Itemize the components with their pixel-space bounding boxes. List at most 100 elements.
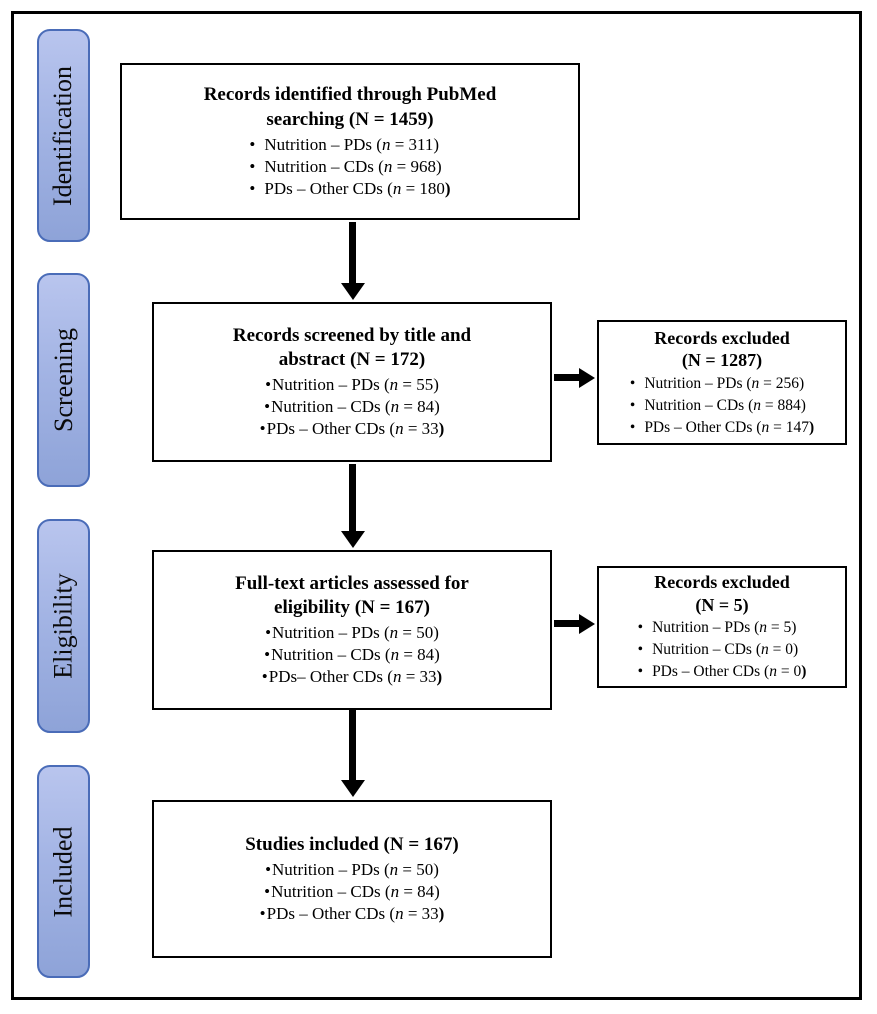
box-fulltext-assessed: Full-text articles assessed for eligibil… — [152, 550, 552, 710]
stage-label-text: Identification — [48, 65, 78, 206]
bullet-marker: • — [265, 623, 272, 643]
bullet-n: n — [390, 397, 400, 417]
bullet-item: •Nutrition – PDs (n = 55) — [260, 374, 445, 396]
box-title: Records identified through PubMed search… — [204, 83, 497, 132]
bullet-value: 256 — [775, 374, 800, 392]
bullet-item: • Nutrition – PDs (n = 256) — [630, 373, 814, 395]
bullet-marker: • — [259, 903, 266, 923]
bullet-n: n — [389, 375, 399, 395]
box-records-screened: Records screened by title and abstract (… — [152, 302, 552, 462]
bullet-close: ) — [438, 419, 445, 439]
stage-label-text: Included — [48, 826, 78, 917]
bullet-eq: = — [399, 397, 418, 417]
arrow-screened-to-excluded — [554, 374, 580, 381]
bullet-close: ) — [444, 178, 451, 198]
bullet-marker: • — [637, 619, 644, 636]
bullet-value: 33 — [421, 903, 439, 923]
bullet-text: PDs– Other CDs ( — [268, 667, 393, 687]
bullet-item: •PDs – Other CDs (n = 33) — [260, 903, 445, 925]
bullet-item: • Nutrition – CDs (n = 0) — [638, 639, 807, 661]
bullet-close: ) — [799, 374, 805, 392]
bullet-list: •Nutrition – PDs (n = 50) •Nutrition – C… — [260, 859, 445, 925]
bullet-text: PDs – Other CDs ( — [266, 419, 396, 439]
bullet-marker: • — [249, 134, 256, 154]
bullet-eq: = — [399, 645, 418, 665]
box-title-line: (N = 1287) — [681, 350, 763, 370]
bullet-eq: = — [403, 903, 422, 923]
bullet-eq: = — [769, 418, 786, 436]
bullet-n: n — [389, 859, 399, 879]
box-title: Full-text articles assessed for eligibil… — [235, 572, 469, 621]
bullet-list: • Nutrition – PDs (n = 256) • Nutrition – … — [630, 373, 814, 439]
bullet-n: n — [395, 903, 404, 923]
bullet-n: n — [389, 623, 399, 643]
bullet-text: Nutrition – CDs ( — [644, 396, 754, 414]
box-title-line: abstract (N = 172) — [278, 349, 426, 371]
bullet-item: • PDs – Other CDs (n = 147) — [630, 417, 814, 439]
bullet-text: Nutrition – PDs ( — [644, 374, 752, 392]
box-title-line: Records excluded — [654, 327, 790, 348]
bullet-marker: • — [629, 396, 636, 414]
box-records-excluded-eligibility: Records excluded (N = 5) • Nutrition – PD… — [597, 566, 847, 688]
box-title-line: Records excluded — [654, 572, 790, 592]
bullet-n: n — [395, 419, 404, 439]
box-title-line: Studies included (N = 167) — [245, 834, 459, 856]
box-title-line: Records identified through PubMed — [203, 84, 497, 106]
bullet-close: ) — [434, 397, 440, 417]
bullet-value: 5 — [783, 619, 792, 636]
bullet-value: 50 — [416, 859, 434, 879]
bullet-text: Nutrition – PDs ( — [272, 623, 390, 643]
bullet-list: •Nutrition – PDs (n = 55) •Nutrition – C… — [260, 374, 445, 440]
bullet-value: 180 — [419, 178, 445, 198]
bullet-n: n — [751, 374, 760, 392]
bullet-eq: = — [403, 419, 422, 439]
bullet-item: • PDs – Other CDs (n = 0) — [638, 661, 807, 683]
arrow-fulltext-to-excluded — [554, 620, 580, 627]
bullet-item: • Nutrition – PDs (n = 311) — [249, 134, 450, 156]
box-records-excluded-screening: Records excluded (N = 1287) • Nutrition –… — [597, 320, 847, 445]
bullet-list: • Nutrition – PDs (n = 5) • Nutrition – CD… — [638, 617, 807, 683]
bullet-value: 968 — [410, 156, 436, 176]
bullet-text: Nutrition – PDs ( — [264, 134, 382, 154]
bullet-n: n — [383, 156, 393, 176]
bullet-close: ) — [808, 418, 815, 436]
bullet-text: Nutrition – CDs ( — [271, 397, 391, 417]
stage-label-text: Screening — [48, 328, 78, 432]
bullet-close: ) — [433, 859, 439, 879]
bullet-marker: • — [264, 645, 271, 665]
bullet-eq: = — [767, 619, 784, 636]
stage-screening: Screening — [37, 273, 90, 487]
bullet-text: PDs – Other CDs ( — [644, 418, 762, 436]
bullet-text: Nutrition – CDs ( — [652, 641, 761, 658]
bullet-item: •Nutrition – PDs (n = 50) — [260, 859, 445, 881]
bullet-value: 84 — [417, 397, 435, 417]
bullet-marker: • — [637, 641, 644, 658]
bullet-close: ) — [801, 663, 807, 680]
bullet-marker: • — [629, 374, 636, 392]
bullet-n: n — [392, 178, 402, 198]
stage-label-text: Eligibility — [48, 573, 78, 679]
bullet-close: ) — [435, 156, 442, 176]
bullet-list: •Nutrition – PDs (n = 50) •Nutrition – C… — [262, 622, 442, 688]
bullet-text: Nutrition – CDs ( — [271, 645, 391, 665]
bullet-value: 147 — [785, 418, 809, 436]
bullet-value: 50 — [416, 623, 434, 643]
bullet-value: 84 — [417, 645, 435, 665]
bullet-value: 33 — [419, 667, 437, 687]
box-records-identified: Records identified through PubMed search… — [120, 63, 580, 220]
bullet-item: • Nutrition – PDs (n = 5) — [638, 617, 807, 639]
bullet-marker: • — [629, 418, 636, 436]
box-title: Records excluded (N = 5) — [654, 571, 789, 616]
bullet-item: • PDs – Other CDs (n = 180) — [249, 178, 450, 200]
bullet-close: ) — [433, 134, 440, 154]
bullet-close: ) — [793, 641, 799, 658]
bullet-value: 55 — [416, 375, 434, 395]
bullet-eq: = — [392, 156, 411, 176]
bullet-marker: • — [637, 663, 644, 680]
box-title-line: eligibility (N = 167) — [274, 597, 430, 619]
bullet-marker: • — [265, 859, 272, 879]
bullet-item: •PDs– Other CDs (n = 33) — [262, 666, 442, 688]
box-title-line: (N = 5) — [695, 594, 749, 615]
bullet-value: 0 — [793, 663, 802, 680]
bullet-item: • Nutrition – CDs (n = 968) — [249, 156, 450, 178]
